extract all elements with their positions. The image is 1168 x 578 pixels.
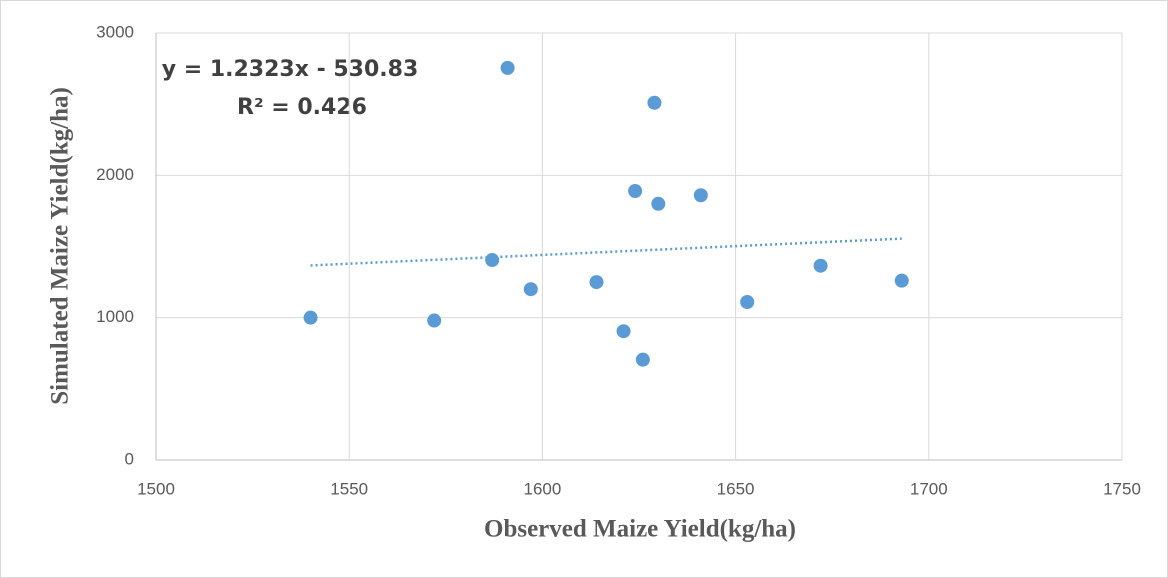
x-axis-title: Observed Maize Yield(kg/ha) — [484, 516, 796, 543]
point — [813, 258, 828, 273]
point — [740, 295, 755, 310]
point — [427, 313, 442, 328]
point — [616, 324, 631, 339]
point — [523, 282, 538, 297]
point — [651, 196, 666, 211]
point — [647, 95, 662, 110]
point — [635, 352, 650, 367]
x-tick-label: 1750 — [1103, 479, 1141, 498]
y-tick-label: 2000 — [96, 165, 134, 184]
x-tick-label: 1550 — [330, 479, 368, 498]
point — [500, 60, 515, 75]
y-tick-label: 1000 — [96, 307, 134, 326]
point — [303, 310, 318, 325]
point — [628, 183, 643, 198]
point — [894, 273, 909, 288]
y-axis-title: Simulated Maize Yield(kg/ha) — [47, 87, 74, 405]
point — [589, 275, 604, 290]
point — [693, 188, 708, 203]
x-tick-label: 1650 — [717, 479, 755, 498]
trendline — [310, 237, 902, 267]
x-tick-label: 1600 — [523, 479, 561, 498]
x-tick-label: 1500 — [137, 479, 175, 498]
y-tick-label: 3000 — [96, 22, 134, 41]
point — [485, 253, 500, 268]
x-tick-label: 1700 — [910, 479, 948, 498]
trend-r2: R² = 0.426 — [237, 95, 367, 120]
y-tick-label: 0 — [125, 449, 134, 468]
trend-equation: y = 1.2323x - 530.83 — [162, 57, 419, 82]
